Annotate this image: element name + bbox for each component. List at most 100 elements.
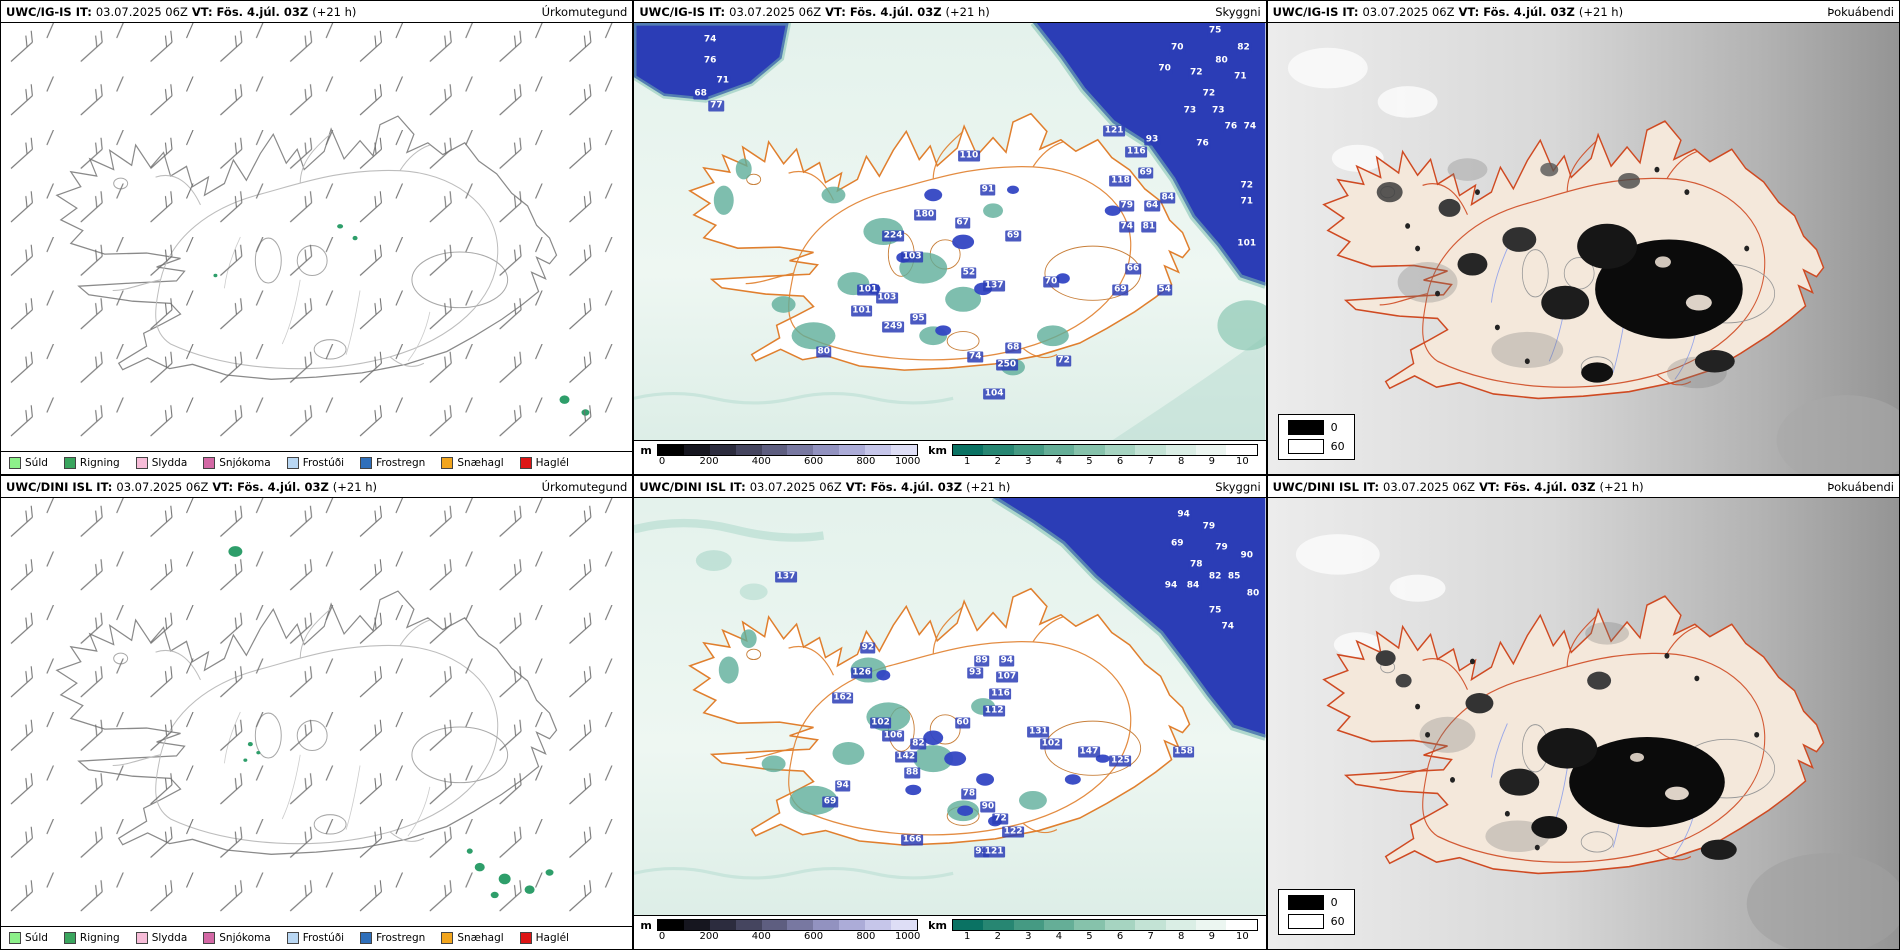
colorbar-segment [1226, 920, 1257, 930]
visibility-value: 102 [869, 717, 892, 729]
visibility-value: 72 [1188, 67, 1204, 79]
visibility-value: 72 [1055, 355, 1072, 367]
legend-swatch [203, 932, 216, 944]
colorbar-tick: 3 [1025, 456, 1032, 467]
panel-header: UWC/DINI ISL IT: 03.07.2025 06Z VT: Fös.… [634, 476, 1266, 498]
panel-dini-fog-indicator: UWC/DINI ISL IT: 03.07.2025 06Z VT: Fös.… [1266, 475, 1900, 950]
legend-label: Frostregn [376, 457, 426, 469]
visibility-value: 94 [1175, 509, 1192, 521]
visibility-value: 110 [958, 150, 980, 162]
visibility-value: 102 [1040, 738, 1062, 750]
colorbar-tick: 7 [1147, 456, 1154, 467]
legend-swatch [286, 932, 299, 944]
legend-label: Slydda [151, 457, 188, 469]
it-label: IT: [75, 4, 92, 19]
vt-label: VT: [845, 479, 867, 494]
vt-value: Fös. 4.júl. 03Z [870, 479, 963, 494]
legend-swatch [519, 457, 532, 469]
colorbar-segment [735, 445, 762, 455]
visibility-value: 74 [967, 351, 983, 363]
fog-map-graphic [1267, 23, 1899, 474]
visibility-colorbars: m 0 200 400 600 800 1000 km 1 2 3 4 5 6 7 8 9 10 [634, 440, 1266, 474]
colorbar-tick: 1000 [894, 456, 921, 467]
visibility-value: 137 [774, 571, 797, 583]
visibility-value: 60 [954, 717, 971, 729]
colorbar-tick: 200 [699, 931, 719, 942]
visibility-value: 82 [1235, 42, 1252, 54]
legend-item-snjókoma: Snjókoma [203, 932, 271, 944]
scale-meters: m 0 200 400 600 800 1000 [640, 919, 920, 944]
visibility-value: 64 [1144, 200, 1160, 212]
visibility-value: 76 [1223, 121, 1239, 133]
visibility-value: 126 [850, 667, 873, 679]
scale-unit-km: km [928, 444, 947, 457]
visibility-value: 118 [1109, 175, 1132, 187]
panel-igis-fog-indicator: UWC/IG-IS IT: 03.07.2025 06Z VT: Fös. 4.… [1266, 0, 1900, 475]
visibility-map-graphic: " [634, 498, 1266, 915]
it-value: 03.07.2025 06Z [749, 479, 842, 494]
colorbar-segment [1226, 445, 1257, 455]
visibility-value: 94 [834, 780, 851, 792]
colorbar-segment [761, 445, 788, 455]
lead-time: (+21 h) [966, 479, 1011, 494]
visibility-value: 75 [1207, 25, 1223, 37]
visibility-value: 131 [1027, 726, 1050, 738]
model-name: UWC/IG-IS [6, 4, 72, 19]
product-name: Úrkomutegund [541, 479, 628, 494]
wind-barb-field [1, 23, 633, 451]
visibility-value: 162 [831, 692, 854, 704]
colorbar-tick: 600 [804, 931, 824, 942]
panel-run-info: UWC/IG-IS IT: 03.07.2025 06Z VT: Fös. 4.… [6, 5, 356, 19]
map-fog-indicator: 0 60 [1267, 498, 1899, 949]
colorbar-segment [1013, 445, 1045, 455]
legend-swatch [519, 932, 532, 944]
visibility-value: 78 [1188, 559, 1204, 571]
legend-label: Súld [25, 457, 48, 469]
precip-type-legend: Súld Rigning Slydda Snjókoma Frostúði Frostre… [1, 926, 633, 949]
legend-item-haglél: Haglél [519, 932, 569, 944]
visibility-value: 67 [954, 217, 971, 229]
visibility-value: 101 [850, 305, 873, 317]
colorbar-tick-labels: 0 200 400 600 800 1000 [657, 456, 921, 469]
panel-header: UWC/IG-IS IT: 03.07.2025 06Z VT: Fös. 4.… [1267, 1, 1899, 23]
legend-label: Rigning [79, 932, 120, 944]
visibility-value: 74 [1242, 121, 1258, 133]
visibility-value: 69 [1005, 230, 1021, 242]
legend-label: Frostúði [302, 932, 345, 944]
fog-legend-label: 60 [1330, 915, 1345, 928]
visibility-value: 72 [992, 813, 1009, 825]
fog-legend-swatch [1287, 914, 1324, 929]
legend-item-frostúði: Frostúði [286, 457, 344, 469]
colorbar-segment [657, 920, 684, 930]
vt-value: Fös. 4.júl. 03Z [849, 4, 942, 19]
visibility-value: 92 [860, 642, 876, 654]
colorbar-kilometers: 1 2 3 4 5 6 7 8 9 10 [951, 919, 1258, 944]
visibility-value: 70 [1169, 42, 1186, 54]
visibility-value: 106 [882, 730, 905, 742]
colorbar-tick: 200 [699, 456, 719, 467]
visibility-value: 89 [973, 655, 990, 667]
colorbar-m [656, 444, 919, 456]
it-value: 03.07.2025 06Z [729, 4, 822, 19]
vt-label: VT: [1458, 4, 1480, 19]
visibility-values-layer: 74 76 71 68 77 75 82 70 80 72 71 70 72 73 73 76 74 76 72 71… [634, 23, 1265, 440]
legend-label: Súld [25, 932, 48, 944]
model-name: UWC/DINI ISL [639, 479, 726, 494]
colorbar-tick: 1 [964, 456, 971, 467]
legend-swatch [63, 457, 76, 469]
colorbar-segment [1044, 445, 1075, 455]
visibility-value: 90 [980, 801, 996, 813]
colorbar-tick: 5 [1086, 931, 1093, 942]
colorbar-segment [839, 445, 866, 455]
legend-item-súld: Súld [9, 932, 48, 944]
visibility-value: 103 [901, 251, 924, 263]
colorbar-segment [787, 920, 814, 930]
visibility-colorbars: m 0 200 400 600 800 1000 km 1 2 3 4 5 6 7 8 9 10 [634, 915, 1266, 949]
visibility-value: 79 [1213, 542, 1230, 554]
colorbar-tick: 0 [658, 931, 666, 942]
legend-item-rigning: Rigning [63, 932, 120, 944]
model-name: UWC/IG-IS [1272, 4, 1339, 19]
colorbar-tick: 9 [1208, 456, 1215, 467]
colorbar-tick: 400 [751, 456, 771, 467]
legend-swatch [441, 457, 454, 469]
